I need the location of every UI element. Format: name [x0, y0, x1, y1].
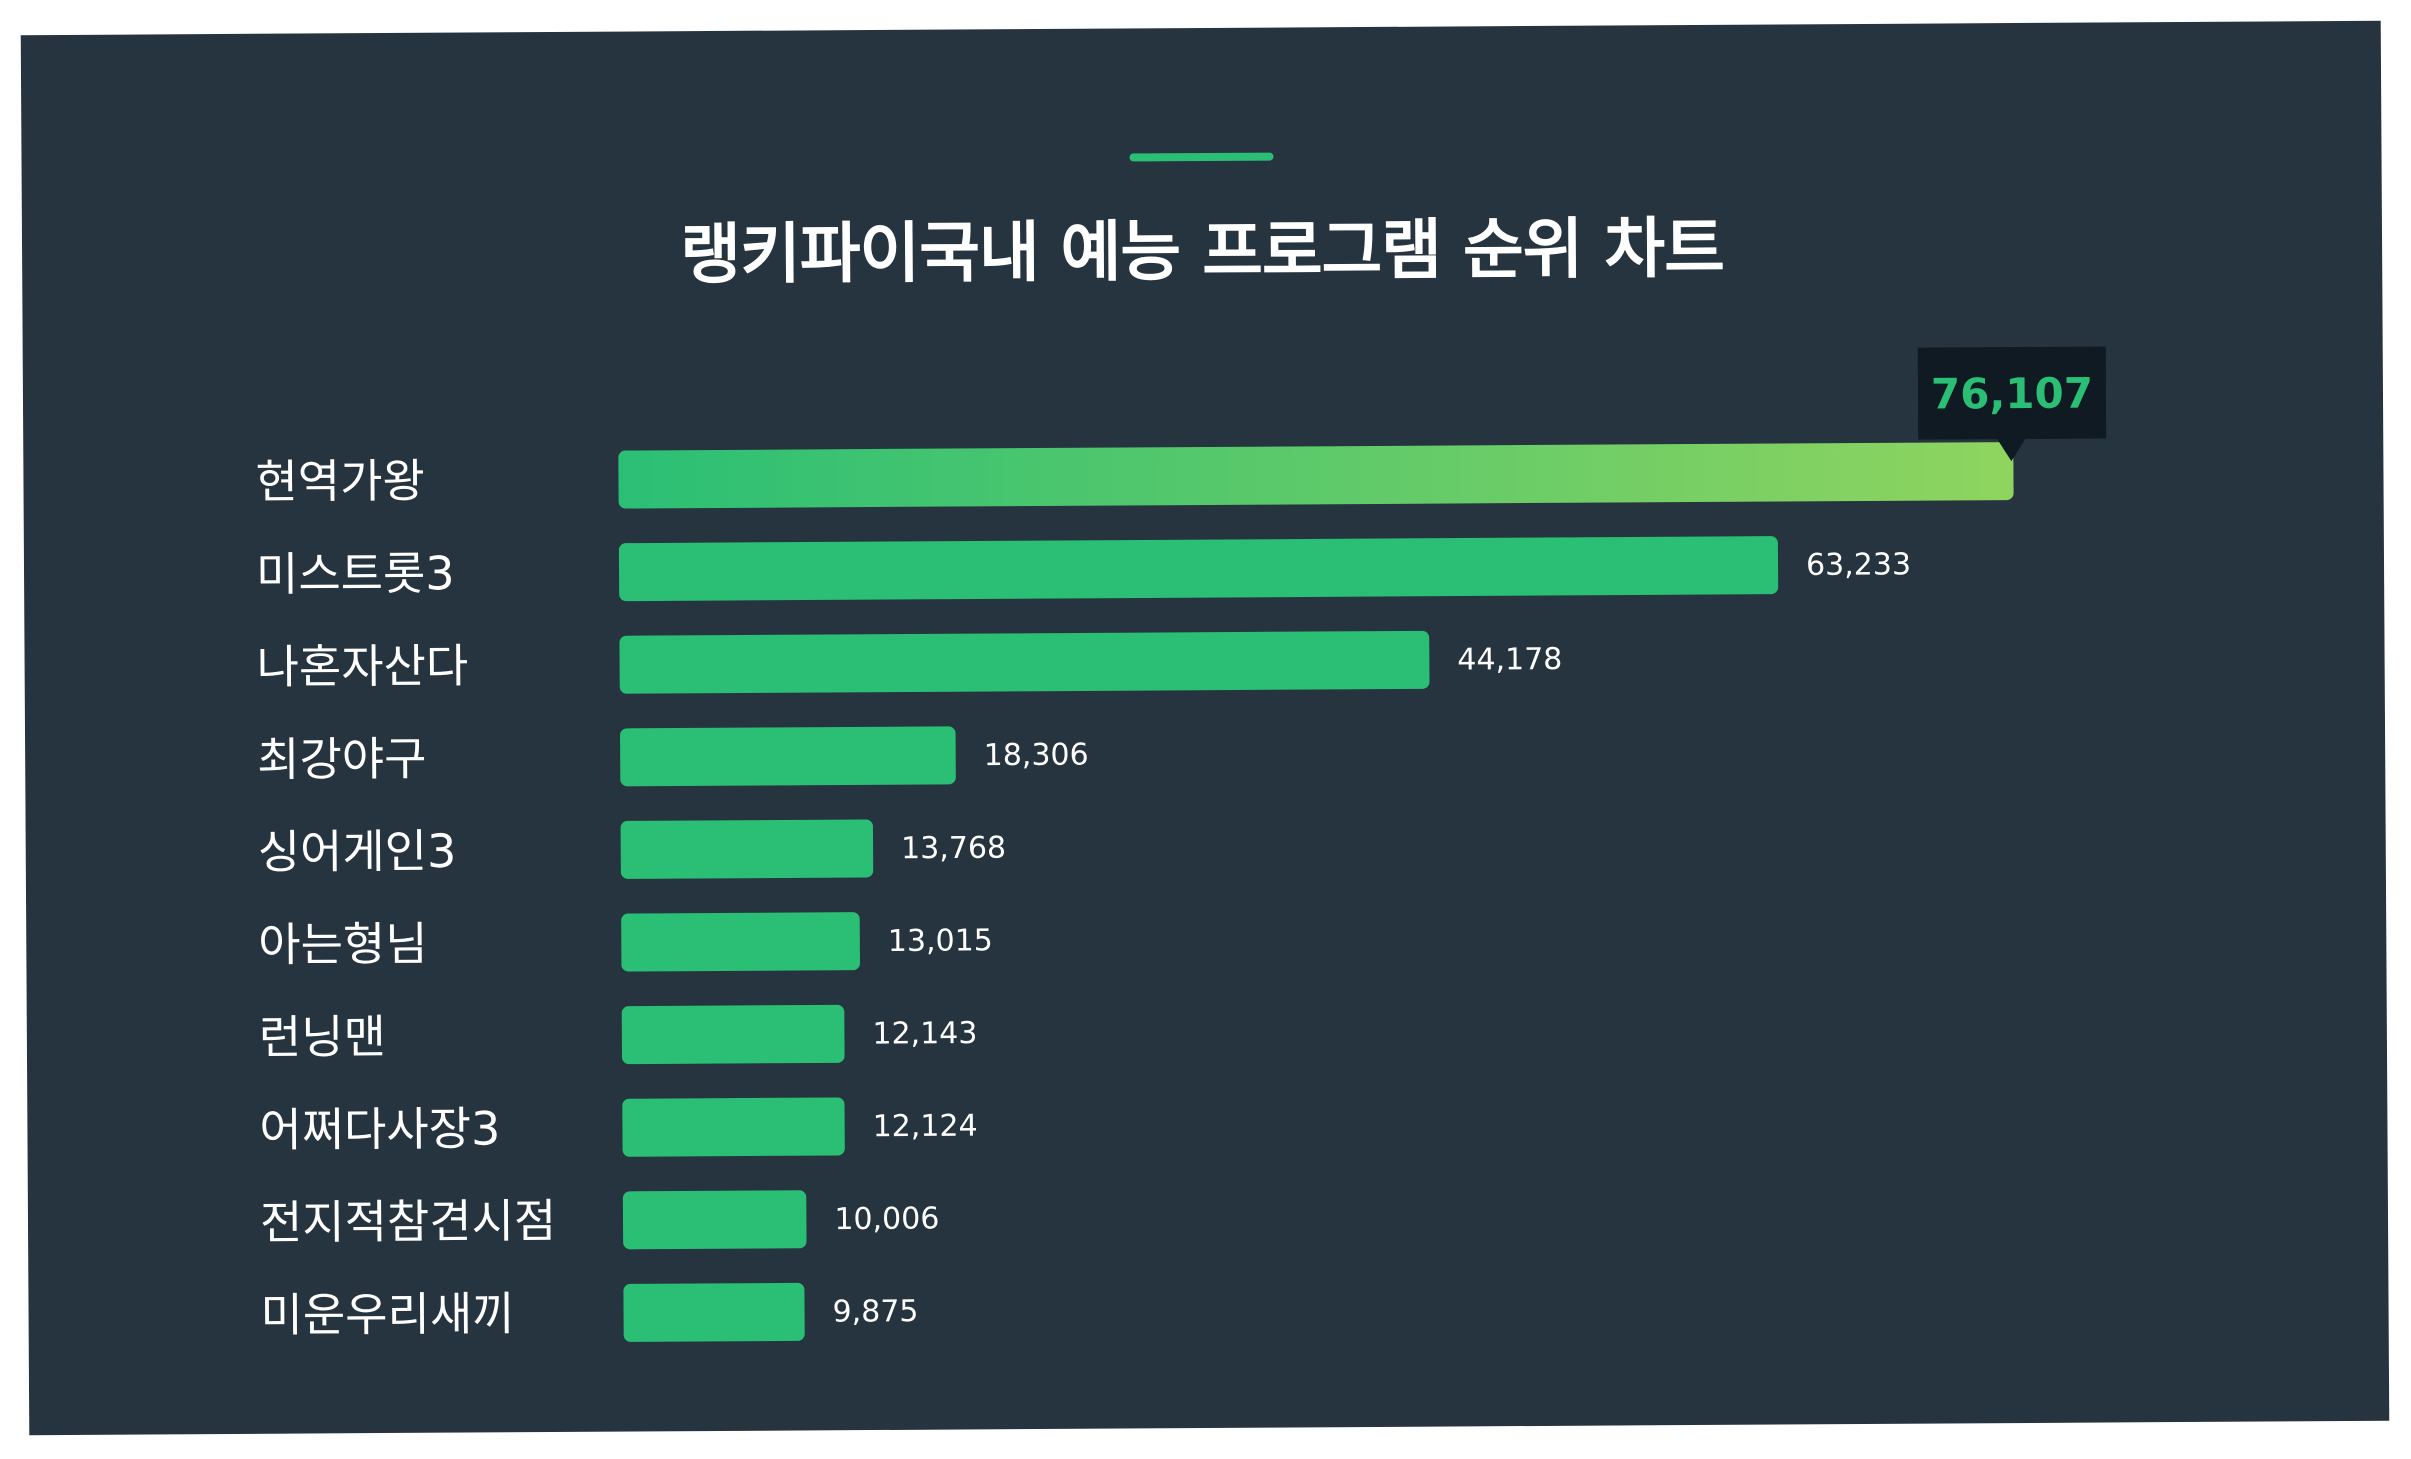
category-label: 최강야구	[257, 732, 427, 787]
category-label: 싱어게인3	[258, 824, 457, 879]
category-label: 전지적참견시점	[260, 1194, 557, 1250]
value-label: 13,768	[901, 831, 1006, 867]
value-label: 76,107	[1931, 369, 2093, 419]
bar	[620, 726, 956, 787]
bar	[618, 442, 2014, 509]
bar	[622, 1097, 845, 1157]
bar	[618, 536, 1779, 602]
category-label: 미스트롯3	[256, 546, 455, 601]
bar	[621, 912, 860, 972]
value-label: 13,015	[888, 923, 993, 959]
category-label: 나혼자산다	[256, 639, 468, 694]
bar	[621, 1004, 845, 1065]
value-label: 10,006	[834, 1201, 939, 1237]
value-label: 63,233	[1806, 547, 1911, 583]
category-label: 런닝맨	[259, 1010, 386, 1065]
value-label: 18,306	[984, 738, 1089, 774]
value-callout	[1917, 346, 2107, 462]
chart-panel: 랭키파이국내 예능 프로그램 순위 차트 현역가왕 76,107 미스트롯3 63,2…	[20, 20, 2390, 1436]
bar	[620, 819, 874, 879]
value-label: 12,124	[873, 1109, 978, 1145]
bar	[623, 1282, 805, 1342]
category-label: 어쩌다사장3	[259, 1102, 500, 1157]
bar	[622, 1190, 807, 1250]
category-label: 미운우리새끼	[260, 1287, 514, 1343]
bar-chart: 현역가왕 76,107 미스트롯3 63,233 나혼자산다 44,178 최강야구 18,3…	[255, 346, 2107, 1343]
category-label: 아는형님	[258, 917, 428, 972]
bar	[619, 630, 1430, 694]
value-label: 9,875	[832, 1294, 918, 1330]
value-label: 44,178	[1457, 642, 1562, 678]
category-label: 현역가왕	[255, 454, 425, 509]
value-label: 12,143	[872, 1016, 977, 1052]
